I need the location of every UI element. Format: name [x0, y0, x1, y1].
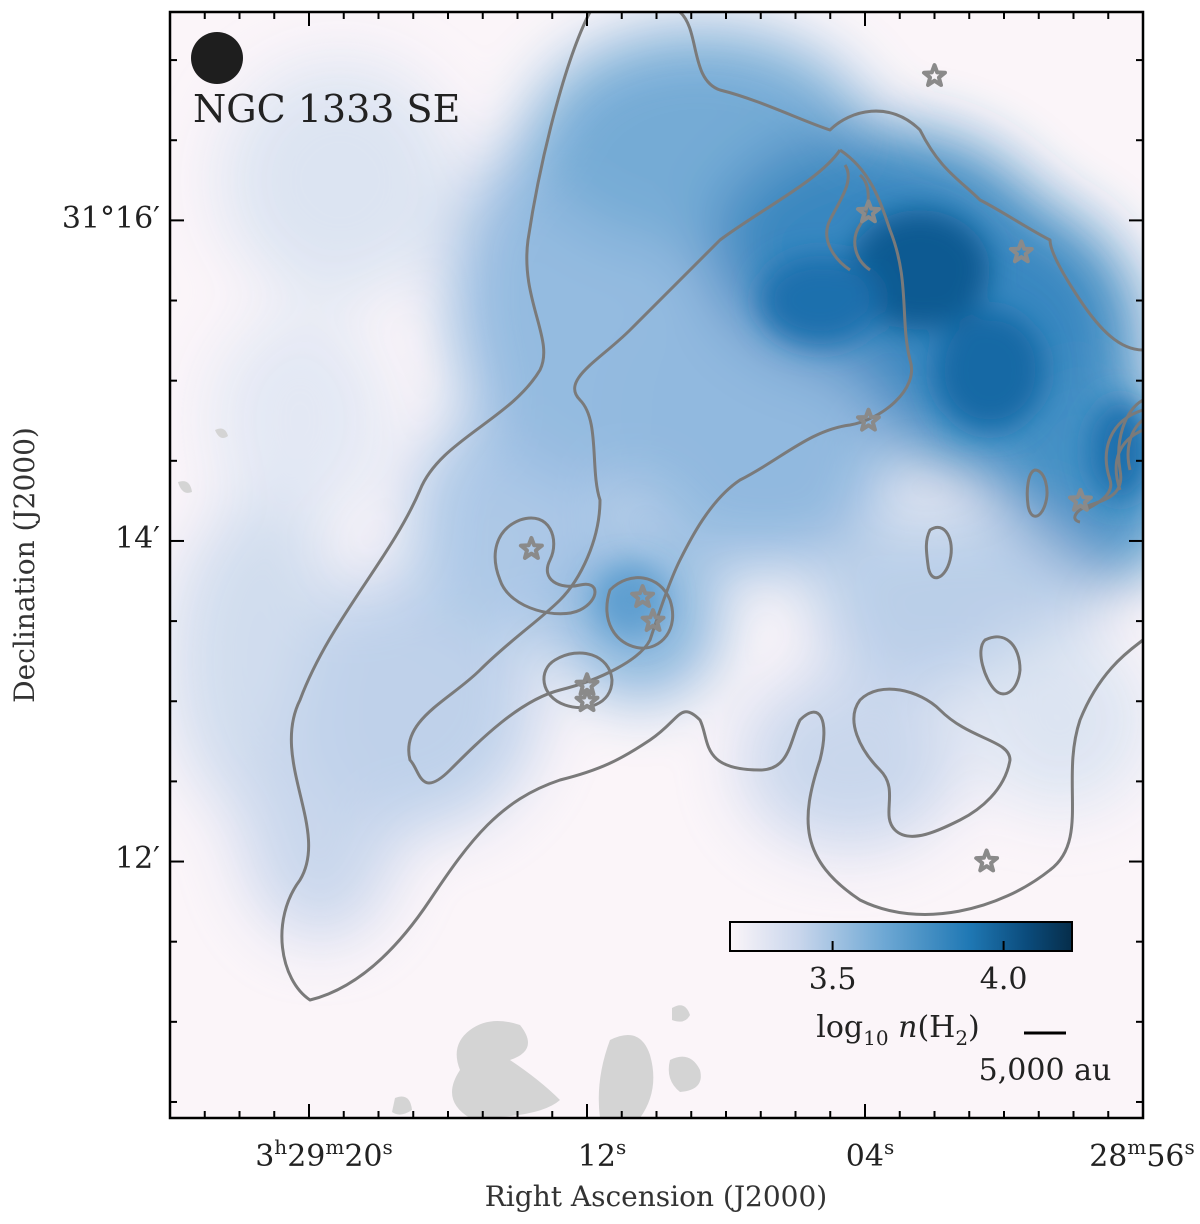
scale-bar: 5,000 au — [979, 1031, 1112, 1088]
colorbar: 3.5 4.0 log10 n(H2) — [729, 921, 1073, 1050]
x-tick-label-28m56s: 28m56s — [1089, 1135, 1195, 1174]
protostar-marker-7 — [630, 584, 656, 608]
density-map — [170, 12, 1143, 1118]
protostar-marker-3 — [1008, 239, 1034, 264]
protostar-marker-10 — [574, 688, 600, 713]
protostar-markers — [518, 63, 1093, 873]
protostar-marker-4 — [856, 407, 881, 432]
x-tick-label-04s: 04s — [846, 1135, 894, 1174]
contour-lines — [280, 12, 1143, 1002]
scale-bar-label: 5,000 au — [979, 1053, 1112, 1088]
protostar-marker-8 — [640, 608, 666, 632]
y-tick-label-14: 14′ — [115, 521, 160, 556]
y-tick-label-12: 12′ — [115, 841, 160, 876]
colorbar-tick-label: 3.5 — [809, 962, 857, 997]
x-tick-label-3h29m20s: 3h29m20s — [255, 1135, 393, 1174]
colorbar-gradient — [729, 921, 1073, 952]
field-label: NGC 1333 SE — [193, 87, 460, 131]
protostar-marker-6 — [518, 536, 544, 560]
beam-marker — [191, 32, 243, 84]
axis-ticks — [169, 12, 1144, 1118]
protostar-marker-5 — [1068, 487, 1093, 512]
y-tick-label-31-16: 31°16′ — [62, 201, 160, 236]
masked-region — [178, 428, 701, 1118]
protostar-marker-2 — [856, 199, 881, 224]
x-axis-label: Right Ascension (J2000) — [485, 1180, 827, 1213]
y-axis-label: Declination (J2000) — [8, 427, 41, 703]
protostar-marker-1 — [922, 63, 947, 87]
protostar-marker-11 — [974, 848, 1000, 873]
colorbar-tick-label: 4.0 — [980, 962, 1028, 997]
x-tick-label-12s: 12s — [578, 1135, 626, 1174]
colorbar-label: log10 n(H2) — [816, 1010, 980, 1050]
